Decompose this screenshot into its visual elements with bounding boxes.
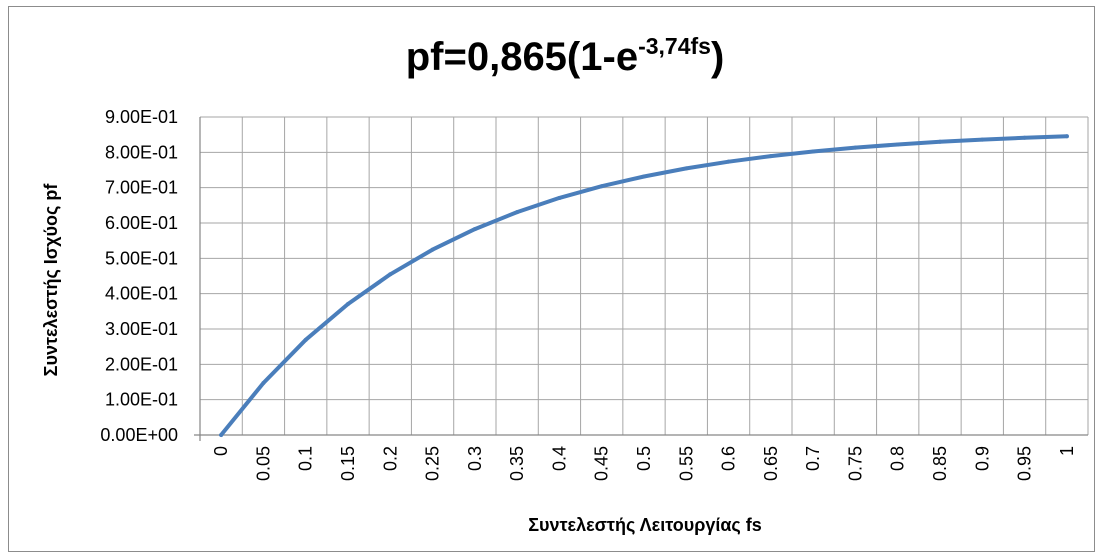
data-point [895,142,900,147]
data-point [599,184,604,189]
x-tick-label: 1 [1057,446,1077,456]
grid [194,116,1089,441]
x-tick-label: 0.1 [296,446,316,471]
y-tick-label: 3.00E-01 [105,319,178,339]
data-point [557,195,562,200]
x-tick-label: 0.65 [761,446,781,481]
x-tick-label: 0.4 [549,446,569,471]
x-tick-label: 0.25 [423,446,443,481]
x-tick-label: 0.2 [380,446,400,471]
y-tick-label: 2.00E-01 [105,354,178,374]
x-tick-label: 0.7 [803,446,823,471]
x-tick-label: 0.6 [719,446,739,471]
data-point [980,137,985,142]
chart-title: pf=0,865(1-e-3,74fs) [406,33,725,79]
data-point [726,159,731,164]
series-line [219,134,1069,437]
series [219,134,1069,437]
x-tick-label: 0 [211,446,231,456]
x-tick-label: 0.8 [888,446,908,471]
x-tick-label: 0.3 [465,446,485,471]
data-point [768,154,773,159]
data-point [472,227,477,232]
y-tick-label: 5.00E-01 [105,248,178,268]
chart-title-close: ) [711,35,724,79]
data-point [1022,135,1027,140]
x-tick-label: 0.95 [1015,446,1035,481]
y-axis-title: Συντελεστής Ισχύος pf [41,183,61,377]
y-tick-label: 9.00E-01 [105,107,178,127]
data-point [515,210,520,215]
x-tick-label: 0.5 [634,446,654,471]
data-point [303,337,308,342]
x-tick-label: 0.05 [253,446,273,481]
y-tick-label: 4.00E-01 [105,284,178,304]
x-tick-label: 0.9 [972,446,992,471]
y-tick-label: 1.00E-01 [105,390,178,410]
x-tick-label: 0.45 [592,446,612,481]
data-point [684,166,689,171]
data-point [853,145,858,150]
data-point [811,149,816,154]
y-tick-label: 7.00E-01 [105,178,178,198]
data-point [642,174,646,179]
data-point [1064,134,1069,139]
data-point [388,272,393,277]
x-tick-label: 0.75 [845,446,865,481]
chart-frame [8,6,1095,552]
data-point [219,433,224,437]
y-tick-label: 0.00E+00 [100,425,178,445]
y-tick-label: 6.00E-01 [105,213,178,233]
chart-title-main: pf=0,865(1-e [406,35,638,79]
x-tick-label: 0.85 [930,446,950,481]
x-axis-ticks: 0 0.05 0.1 0.15 0.2 0.25 0.3 0.35 0.4 0.45 0.5 0.55… [211,446,1077,481]
chart-title-exponent: -3,74fs [638,33,711,59]
x-axis-title: Συντελεστής Λειτουργίας fs [528,515,762,535]
data-point [261,380,266,385]
data-point [346,302,350,307]
y-axis-ticks: 0.00E+00 1.00E-01 2.00E-01 3.00E-01 4.00E-01… [100,107,178,445]
x-tick-label: 0.35 [507,446,527,481]
x-tick-label: 0.15 [338,446,358,481]
data-point [430,247,435,252]
data-point [938,139,942,144]
y-tick-label: 8.00E-01 [105,142,178,162]
x-tick-label: 0.55 [676,446,696,481]
